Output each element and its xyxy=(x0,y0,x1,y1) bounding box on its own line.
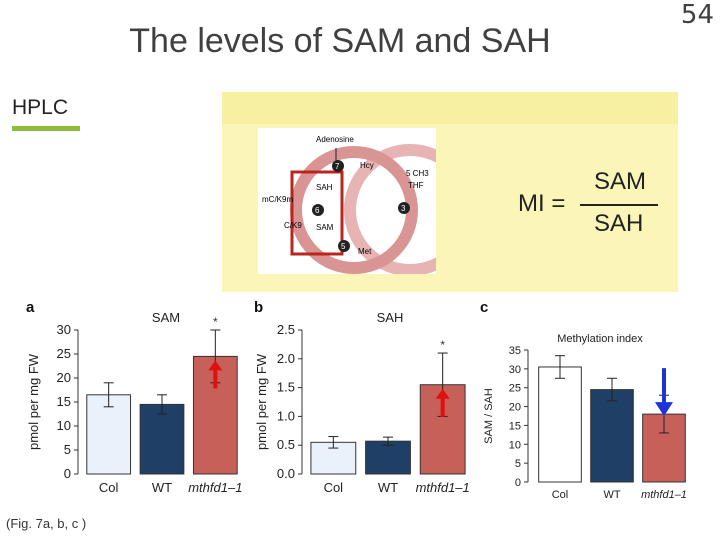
label-thf: THF xyxy=(408,181,424,190)
trend-arrow-head xyxy=(208,360,223,371)
step-label: 3 xyxy=(401,204,406,213)
label-sah: SAH xyxy=(316,183,333,192)
y-tick-label: 1.0 xyxy=(277,408,295,423)
x-tick-label: Col xyxy=(324,480,344,495)
x-tick-label: mthfd1–1 xyxy=(416,480,470,495)
y-tick-label: 2.0 xyxy=(277,351,295,366)
step-label: 7 xyxy=(335,162,340,171)
trend-arrow-head xyxy=(655,402,673,417)
significance-mark: * xyxy=(440,338,445,352)
y-tick-label: 35 xyxy=(509,345,521,357)
mi-fraction-bar xyxy=(580,204,658,206)
x-tick-label: WT xyxy=(603,489,620,500)
y-tick-label: 0.5 xyxy=(277,437,295,452)
x-tick-label: WT xyxy=(152,480,172,495)
x-tick-label: mthfd1–1 xyxy=(188,480,242,495)
label-5ch3: 5 CH3 xyxy=(406,169,429,178)
x-tick-label: WT xyxy=(378,480,398,495)
mi-denominator: SAH xyxy=(594,210,644,237)
chart-title: SAH xyxy=(377,310,404,325)
y-tick-label: 10 xyxy=(57,418,71,433)
x-tick-label: Col xyxy=(552,489,569,500)
mi-lhs: MI = xyxy=(518,190,566,217)
y-axis-label: pmol per mg FW xyxy=(254,353,269,450)
chart-title: Methylation index xyxy=(557,333,643,345)
y-axis-label: pmol per mg FW xyxy=(26,353,41,450)
y-tick-label: 5 xyxy=(515,458,521,470)
section-underline xyxy=(12,126,80,131)
y-tick-label: 20 xyxy=(57,370,71,385)
step-label: 5 xyxy=(341,242,346,251)
x-tick-label: Col xyxy=(99,480,119,495)
label-c-k9: C/K9 xyxy=(284,221,302,230)
bar xyxy=(139,403,185,475)
y-axis-label: SAM / SAH xyxy=(483,388,495,444)
panel-letter: a xyxy=(26,299,35,316)
y-tick-label: 0.0 xyxy=(277,466,295,481)
significance-mark: * xyxy=(213,315,218,329)
figure-panels: a SAM pmol per mg FW 0 5 10 15 20 25 30 Col WT * mthf… xyxy=(24,292,698,501)
y-tick-label: 0 xyxy=(64,466,71,481)
bar xyxy=(538,366,582,483)
panel-letter: c xyxy=(480,299,488,316)
y-tick-label: 5 xyxy=(64,442,71,457)
label-sam: SAM xyxy=(316,223,334,232)
label-met: Met xyxy=(358,247,372,256)
label-adenosine: Adenosine xyxy=(316,135,354,144)
mi-numerator: SAM xyxy=(594,168,647,195)
highlight-box xyxy=(290,170,344,256)
y-tick-label: 20 xyxy=(509,402,521,414)
bar xyxy=(365,440,411,475)
y-tick-label: 25 xyxy=(509,383,521,395)
cycle-svg: Adenosine Hcy SAH mC/K9m C/K9 SAM Met 5 … xyxy=(262,135,476,276)
step-badge xyxy=(312,204,324,216)
step-badge xyxy=(332,160,344,172)
step-badge xyxy=(338,240,350,252)
charts-svg: a SAM pmol per mg FW 0 5 10 15 20 25 30 Col WT * mthf… xyxy=(26,299,687,501)
chart-title: SAM xyxy=(152,310,180,325)
y-tick-label: 25 xyxy=(57,346,71,361)
slide-number: 54 xyxy=(680,0,714,30)
x-tick-label: mthfd1–1 xyxy=(641,489,687,500)
step-label: 6 xyxy=(315,206,320,215)
y-tick-label: 0 xyxy=(515,477,521,489)
y-tick-label: 2.5 xyxy=(277,322,295,337)
trend-arrow-head xyxy=(435,388,450,399)
bar xyxy=(86,394,132,475)
bar xyxy=(590,389,634,483)
y-tick-label: 1.5 xyxy=(277,380,295,395)
label-hcy: Hcy xyxy=(360,161,374,170)
label-mc-k9m: mC/K9m xyxy=(262,195,293,204)
section-label: HPLC xyxy=(12,96,69,119)
methionine-cycle-ring xyxy=(290,146,418,274)
methionine-cycle-diagram: Adenosine Hcy SAH mC/K9m C/K9 SAM Met 5 … xyxy=(258,128,476,276)
y-tick-label: 15 xyxy=(509,420,521,432)
y-tick-label: 30 xyxy=(57,322,71,337)
slide-title: The levels of SAM and SAH xyxy=(129,22,551,60)
figure-caption: (Fig. 7a, b, c ) xyxy=(6,516,87,531)
panel-letter: b xyxy=(254,299,263,316)
y-tick-label: 15 xyxy=(57,394,71,409)
y-tick-label: 10 xyxy=(509,439,521,451)
step-badge xyxy=(398,202,410,214)
highlight-band-top xyxy=(222,92,678,124)
y-tick-label: 30 xyxy=(509,364,521,376)
